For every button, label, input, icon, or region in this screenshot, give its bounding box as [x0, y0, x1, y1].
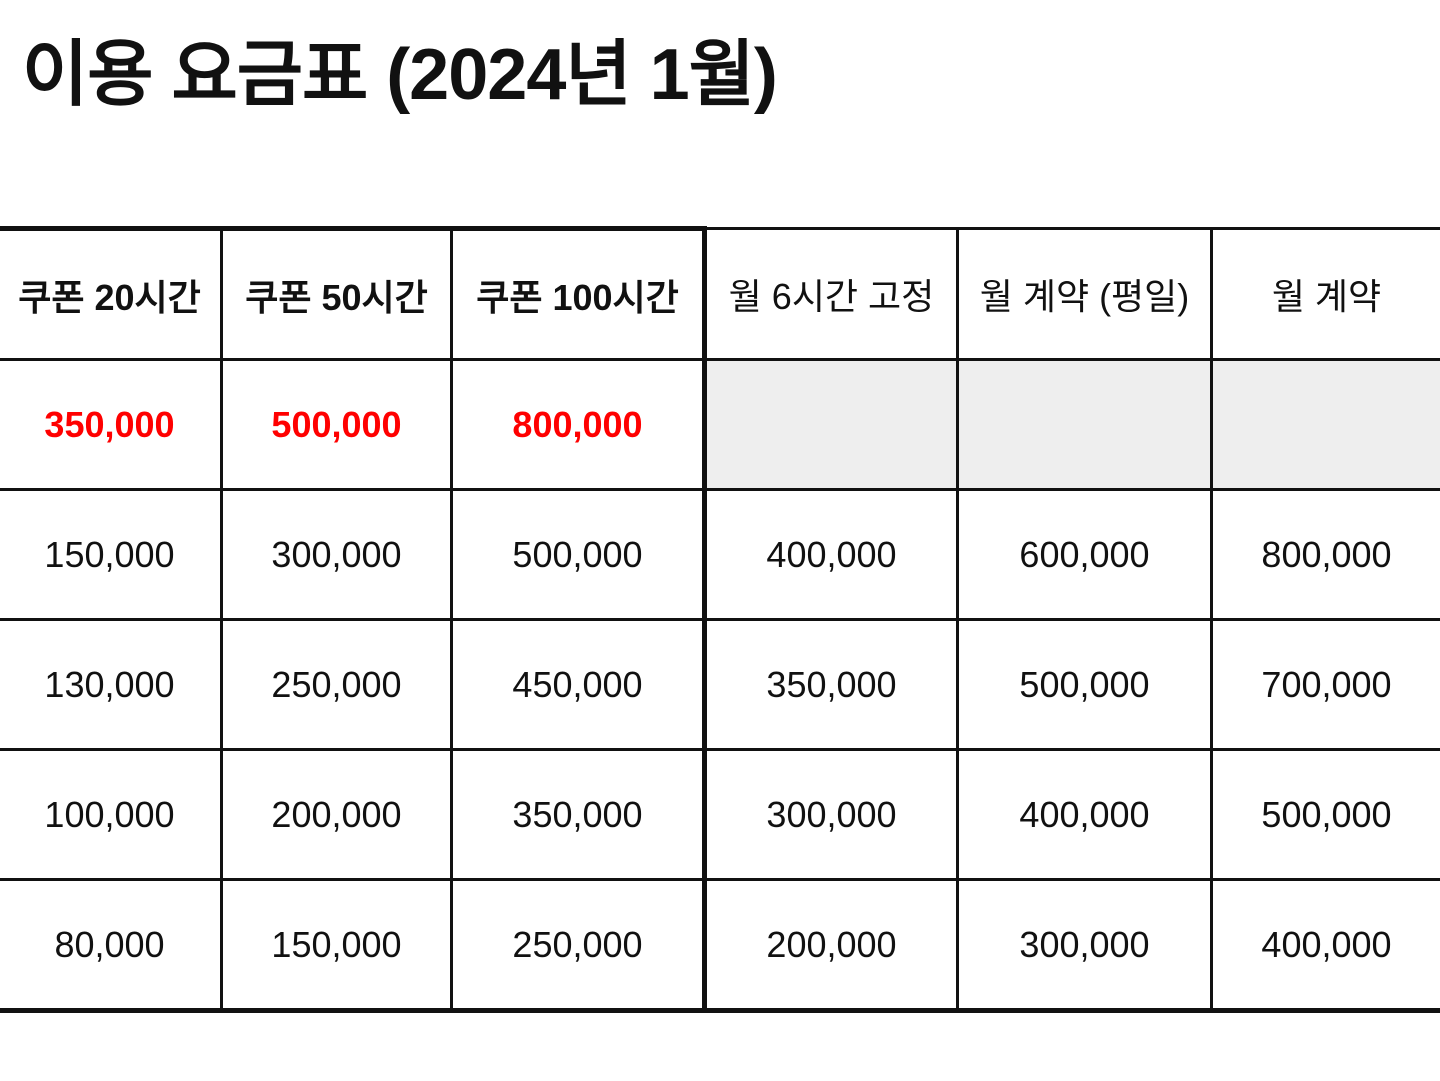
highlight-price-cell: 500,000 [220, 358, 453, 491]
price-cell: 80,000 [0, 878, 223, 1013]
column-header: 월 계약 (평일) [956, 227, 1213, 361]
column-header: 월 계약 [1210, 227, 1440, 361]
price-table: 쿠폰 20시간 쿠폰 50시간 쿠폰 100시간 월 6시간 고정 월 계약 (… [0, 226, 1440, 1013]
price-cell: 400,000 [956, 748, 1213, 881]
price-cell: 500,000 [1210, 748, 1440, 881]
price-cell: 400,000 [1210, 878, 1440, 1013]
empty-cell [1211, 358, 1440, 491]
price-cell: 350,000 [450, 748, 707, 881]
price-cell: 700,000 [1210, 618, 1440, 751]
column-header: 쿠폰 20시간 [0, 226, 223, 361]
price-cell: 250,000 [220, 618, 453, 751]
highlight-price-cell: 350,000 [0, 358, 223, 491]
price-cell: 100,000 [0, 748, 223, 881]
column-header: 쿠폰 100시간 [450, 226, 707, 361]
price-cell: 300,000 [956, 878, 1213, 1013]
price-cell: 150,000 [220, 878, 453, 1013]
column-header: 쿠폰 50시간 [220, 226, 453, 361]
empty-cell [957, 358, 1213, 491]
price-cell: 200,000 [220, 748, 453, 881]
price-cell: 600,000 [956, 488, 1213, 621]
empty-cell [702, 358, 959, 491]
price-cell: 350,000 [703, 618, 959, 751]
table-row: 80,000 150,000 250,000 200,000 300,000 4… [0, 878, 1440, 1013]
price-cell: 500,000 [450, 488, 707, 621]
table-row: 150,000 300,000 500,000 400,000 600,000 … [0, 488, 1440, 621]
price-cell: 200,000 [703, 878, 959, 1013]
highlight-price-cell: 800,000 [450, 358, 707, 491]
price-cell: 800,000 [1210, 488, 1440, 621]
price-cell: 450,000 [450, 618, 707, 751]
table-row: 350,000 500,000 800,000 [0, 358, 1440, 491]
table-row: 130,000 250,000 450,000 350,000 500,000 … [0, 618, 1440, 751]
price-cell: 150,000 [0, 488, 223, 621]
column-header: 월 6시간 고정 [703, 227, 959, 361]
price-cell: 130,000 [0, 618, 223, 751]
table-header-row: 쿠폰 20시간 쿠폰 50시간 쿠폰 100시간 월 6시간 고정 월 계약 (… [0, 226, 1440, 361]
price-cell: 300,000 [703, 748, 959, 881]
table-row: 100,000 200,000 350,000 300,000 400,000 … [0, 748, 1440, 881]
price-cell: 400,000 [703, 488, 959, 621]
price-cell: 300,000 [220, 488, 453, 621]
page-title: 이용 요금표 (2024년 1월) [22, 35, 778, 115]
price-cell: 250,000 [450, 878, 707, 1013]
price-cell: 500,000 [956, 618, 1213, 751]
